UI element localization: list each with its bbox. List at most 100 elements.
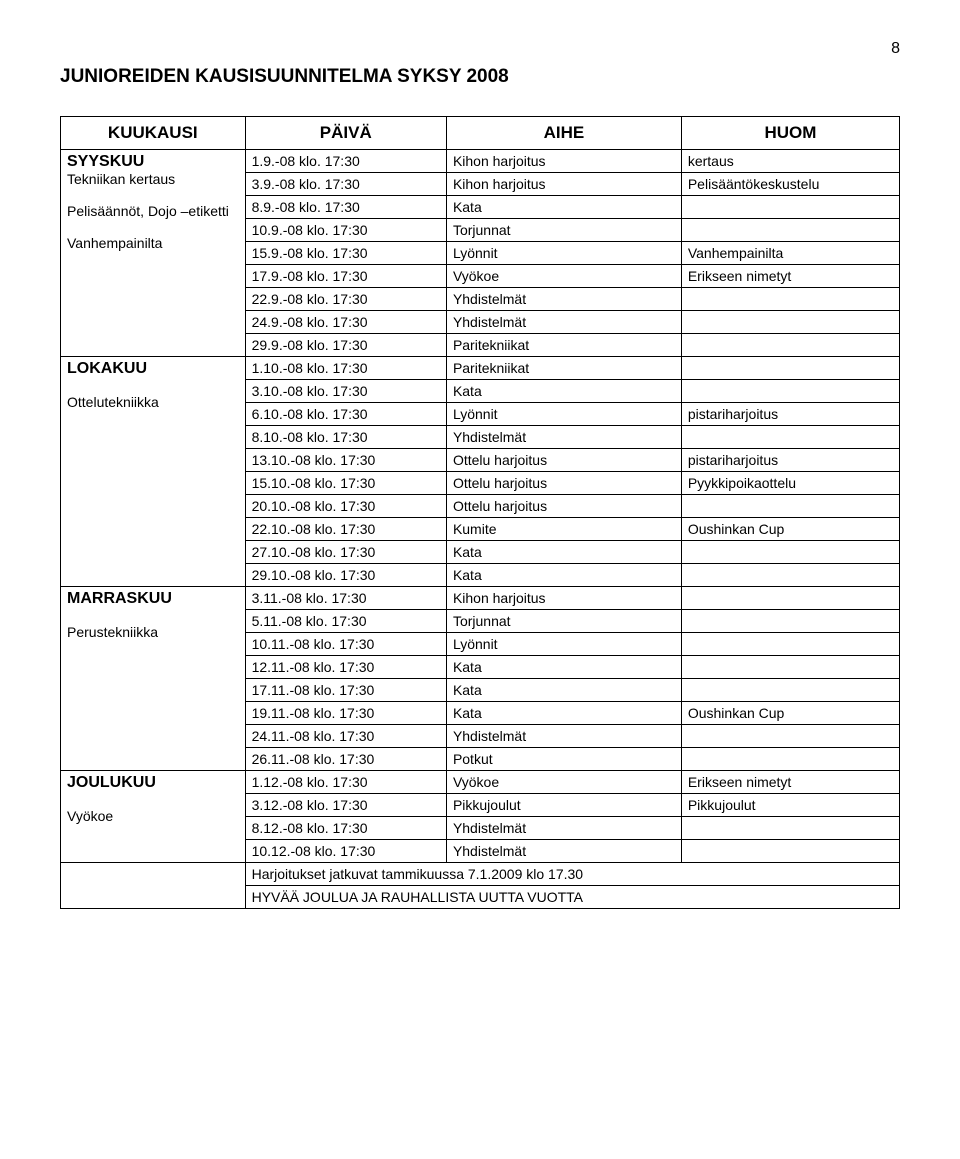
day-cell: 24.11.-08 klo. 17:30 xyxy=(245,725,446,748)
note-cell xyxy=(681,334,899,357)
note-cell: Erikseen nimetyt xyxy=(681,265,899,288)
month-sublabel xyxy=(67,792,239,808)
table-row: JOULUKUU Vyökoe1.12.-08 klo. 17:30Vyökoe… xyxy=(61,771,900,794)
col-day: PÄIVÄ xyxy=(245,117,446,150)
month-cell xyxy=(61,863,246,909)
note-cell: pistariharjoitus xyxy=(681,403,899,426)
day-cell: 3.11.-08 klo. 17:30 xyxy=(245,587,446,610)
footer-line: HYVÄÄ JOULUA JA RAUHALLISTA UUTTA VUOTTA xyxy=(245,886,899,909)
month-cell: SYYSKUUTekniikan kertaus Pelisäännöt, Do… xyxy=(61,150,246,357)
note-cell xyxy=(681,495,899,518)
month-cell: JOULUKUU Vyökoe xyxy=(61,771,246,863)
month-sublabel xyxy=(67,608,239,624)
note-cell xyxy=(681,380,899,403)
table-row: LOKAKUU Ottelutekniikka1.10.-08 klo. 17:… xyxy=(61,357,900,380)
table-row: SYYSKUUTekniikan kertaus Pelisäännöt, Do… xyxy=(61,150,900,173)
day-cell: 15.10.-08 klo. 17:30 xyxy=(245,472,446,495)
topic-cell: Ottelu harjoitus xyxy=(446,495,681,518)
topic-cell: Vyökoe xyxy=(446,265,681,288)
day-cell: 29.9.-08 klo. 17:30 xyxy=(245,334,446,357)
day-cell: 27.10.-08 klo. 17:30 xyxy=(245,541,446,564)
day-cell: 12.11.-08 klo. 17:30 xyxy=(245,656,446,679)
topic-cell: Yhdistelmät xyxy=(446,840,681,863)
topic-cell: Yhdistelmät xyxy=(446,817,681,840)
topic-cell: Vyökoe xyxy=(446,771,681,794)
day-cell: 3.10.-08 klo. 17:30 xyxy=(245,380,446,403)
month-sublabel: Ottelutekniikka xyxy=(67,394,239,410)
topic-cell: Yhdistelmät xyxy=(446,725,681,748)
note-cell: Oushinkan Cup xyxy=(681,518,899,541)
day-cell: 29.10.-08 klo. 17:30 xyxy=(245,564,446,587)
topic-cell: Potkut xyxy=(446,748,681,771)
note-cell xyxy=(681,196,899,219)
note-cell xyxy=(681,288,899,311)
note-cell: Pyykkipoikaottelu xyxy=(681,472,899,495)
topic-cell: Torjunnat xyxy=(446,610,681,633)
topic-cell: Ottelu harjoitus xyxy=(446,449,681,472)
month-sublabel: Pelisäännöt, Dojo –etiketti xyxy=(67,203,239,219)
table-row: Harjoitukset jatkuvat tammikuussa 7.1.20… xyxy=(61,863,900,886)
day-cell: 10.11.-08 klo. 17:30 xyxy=(245,633,446,656)
topic-cell: Torjunnat xyxy=(446,219,681,242)
topic-cell: Yhdistelmät xyxy=(446,311,681,334)
day-cell: 8.9.-08 klo. 17:30 xyxy=(245,196,446,219)
day-cell: 20.10.-08 klo. 17:30 xyxy=(245,495,446,518)
note-cell xyxy=(681,840,899,863)
note-cell: Erikseen nimetyt xyxy=(681,771,899,794)
topic-cell: Kihon harjoitus xyxy=(446,173,681,196)
month-sublabel xyxy=(67,187,239,203)
topic-cell: Lyönnit xyxy=(446,242,681,265)
month-sublabel xyxy=(67,378,239,394)
topic-cell: Kata xyxy=(446,702,681,725)
topic-cell: Paritekniikat xyxy=(446,334,681,357)
topic-cell: Kihon harjoitus xyxy=(446,587,681,610)
month-sublabel: Vyökoe xyxy=(67,808,239,824)
note-cell xyxy=(681,587,899,610)
schedule-table: KUUKAUSI PÄIVÄ AIHE HUOM SYYSKUUTekniika… xyxy=(60,116,900,909)
col-month: KUUKAUSI xyxy=(61,117,246,150)
month-label: MARRASKUU xyxy=(67,590,239,608)
day-cell: 22.10.-08 klo. 17:30 xyxy=(245,518,446,541)
month-label: SYYSKUU xyxy=(67,153,239,171)
note-cell: Vanhempainilta xyxy=(681,242,899,265)
note-cell xyxy=(681,541,899,564)
note-cell xyxy=(681,679,899,702)
day-cell: 3.9.-08 klo. 17:30 xyxy=(245,173,446,196)
topic-cell: Kata xyxy=(446,380,681,403)
month-label: LOKAKUU xyxy=(67,360,239,378)
day-cell: 3.12.-08 klo. 17:30 xyxy=(245,794,446,817)
day-cell: 17.11.-08 klo. 17:30 xyxy=(245,679,446,702)
note-cell: kertaus xyxy=(681,150,899,173)
footer-line: Harjoitukset jatkuvat tammikuussa 7.1.20… xyxy=(245,863,899,886)
note-cell xyxy=(681,817,899,840)
day-cell: 8.10.-08 klo. 17:30 xyxy=(245,426,446,449)
topic-cell: Kata xyxy=(446,564,681,587)
note-cell xyxy=(681,564,899,587)
topic-cell: Kata xyxy=(446,679,681,702)
topic-cell: Kata xyxy=(446,196,681,219)
page-title: JUNIOREIDEN KAUSISUUNNITELMA SYKSY 2008 xyxy=(60,66,900,88)
note-cell: Oushinkan Cup xyxy=(681,702,899,725)
month-sublabel: Vanhempainilta xyxy=(67,235,239,251)
day-cell: 8.12.-08 klo. 17:30 xyxy=(245,817,446,840)
note-cell xyxy=(681,311,899,334)
page-number: 8 xyxy=(60,40,900,58)
note-cell xyxy=(681,633,899,656)
note-cell xyxy=(681,610,899,633)
month-sublabel xyxy=(67,219,239,235)
topic-cell: Lyönnit xyxy=(446,403,681,426)
note-cell xyxy=(681,426,899,449)
month-cell: LOKAKUU Ottelutekniikka xyxy=(61,357,246,587)
note-cell xyxy=(681,748,899,771)
day-cell: 24.9.-08 klo. 17:30 xyxy=(245,311,446,334)
day-cell: 15.9.-08 klo. 17:30 xyxy=(245,242,446,265)
month-sublabel: Perustekniikka xyxy=(67,624,239,640)
col-topic: AIHE xyxy=(446,117,681,150)
note-cell xyxy=(681,725,899,748)
table-header-row: KUUKAUSI PÄIVÄ AIHE HUOM xyxy=(61,117,900,150)
topic-cell: Pikkujoulut xyxy=(446,794,681,817)
month-sublabel: Tekniikan kertaus xyxy=(67,171,239,187)
note-cell xyxy=(681,357,899,380)
topic-cell: Paritekniikat xyxy=(446,357,681,380)
topic-cell: Yhdistelmät xyxy=(446,426,681,449)
